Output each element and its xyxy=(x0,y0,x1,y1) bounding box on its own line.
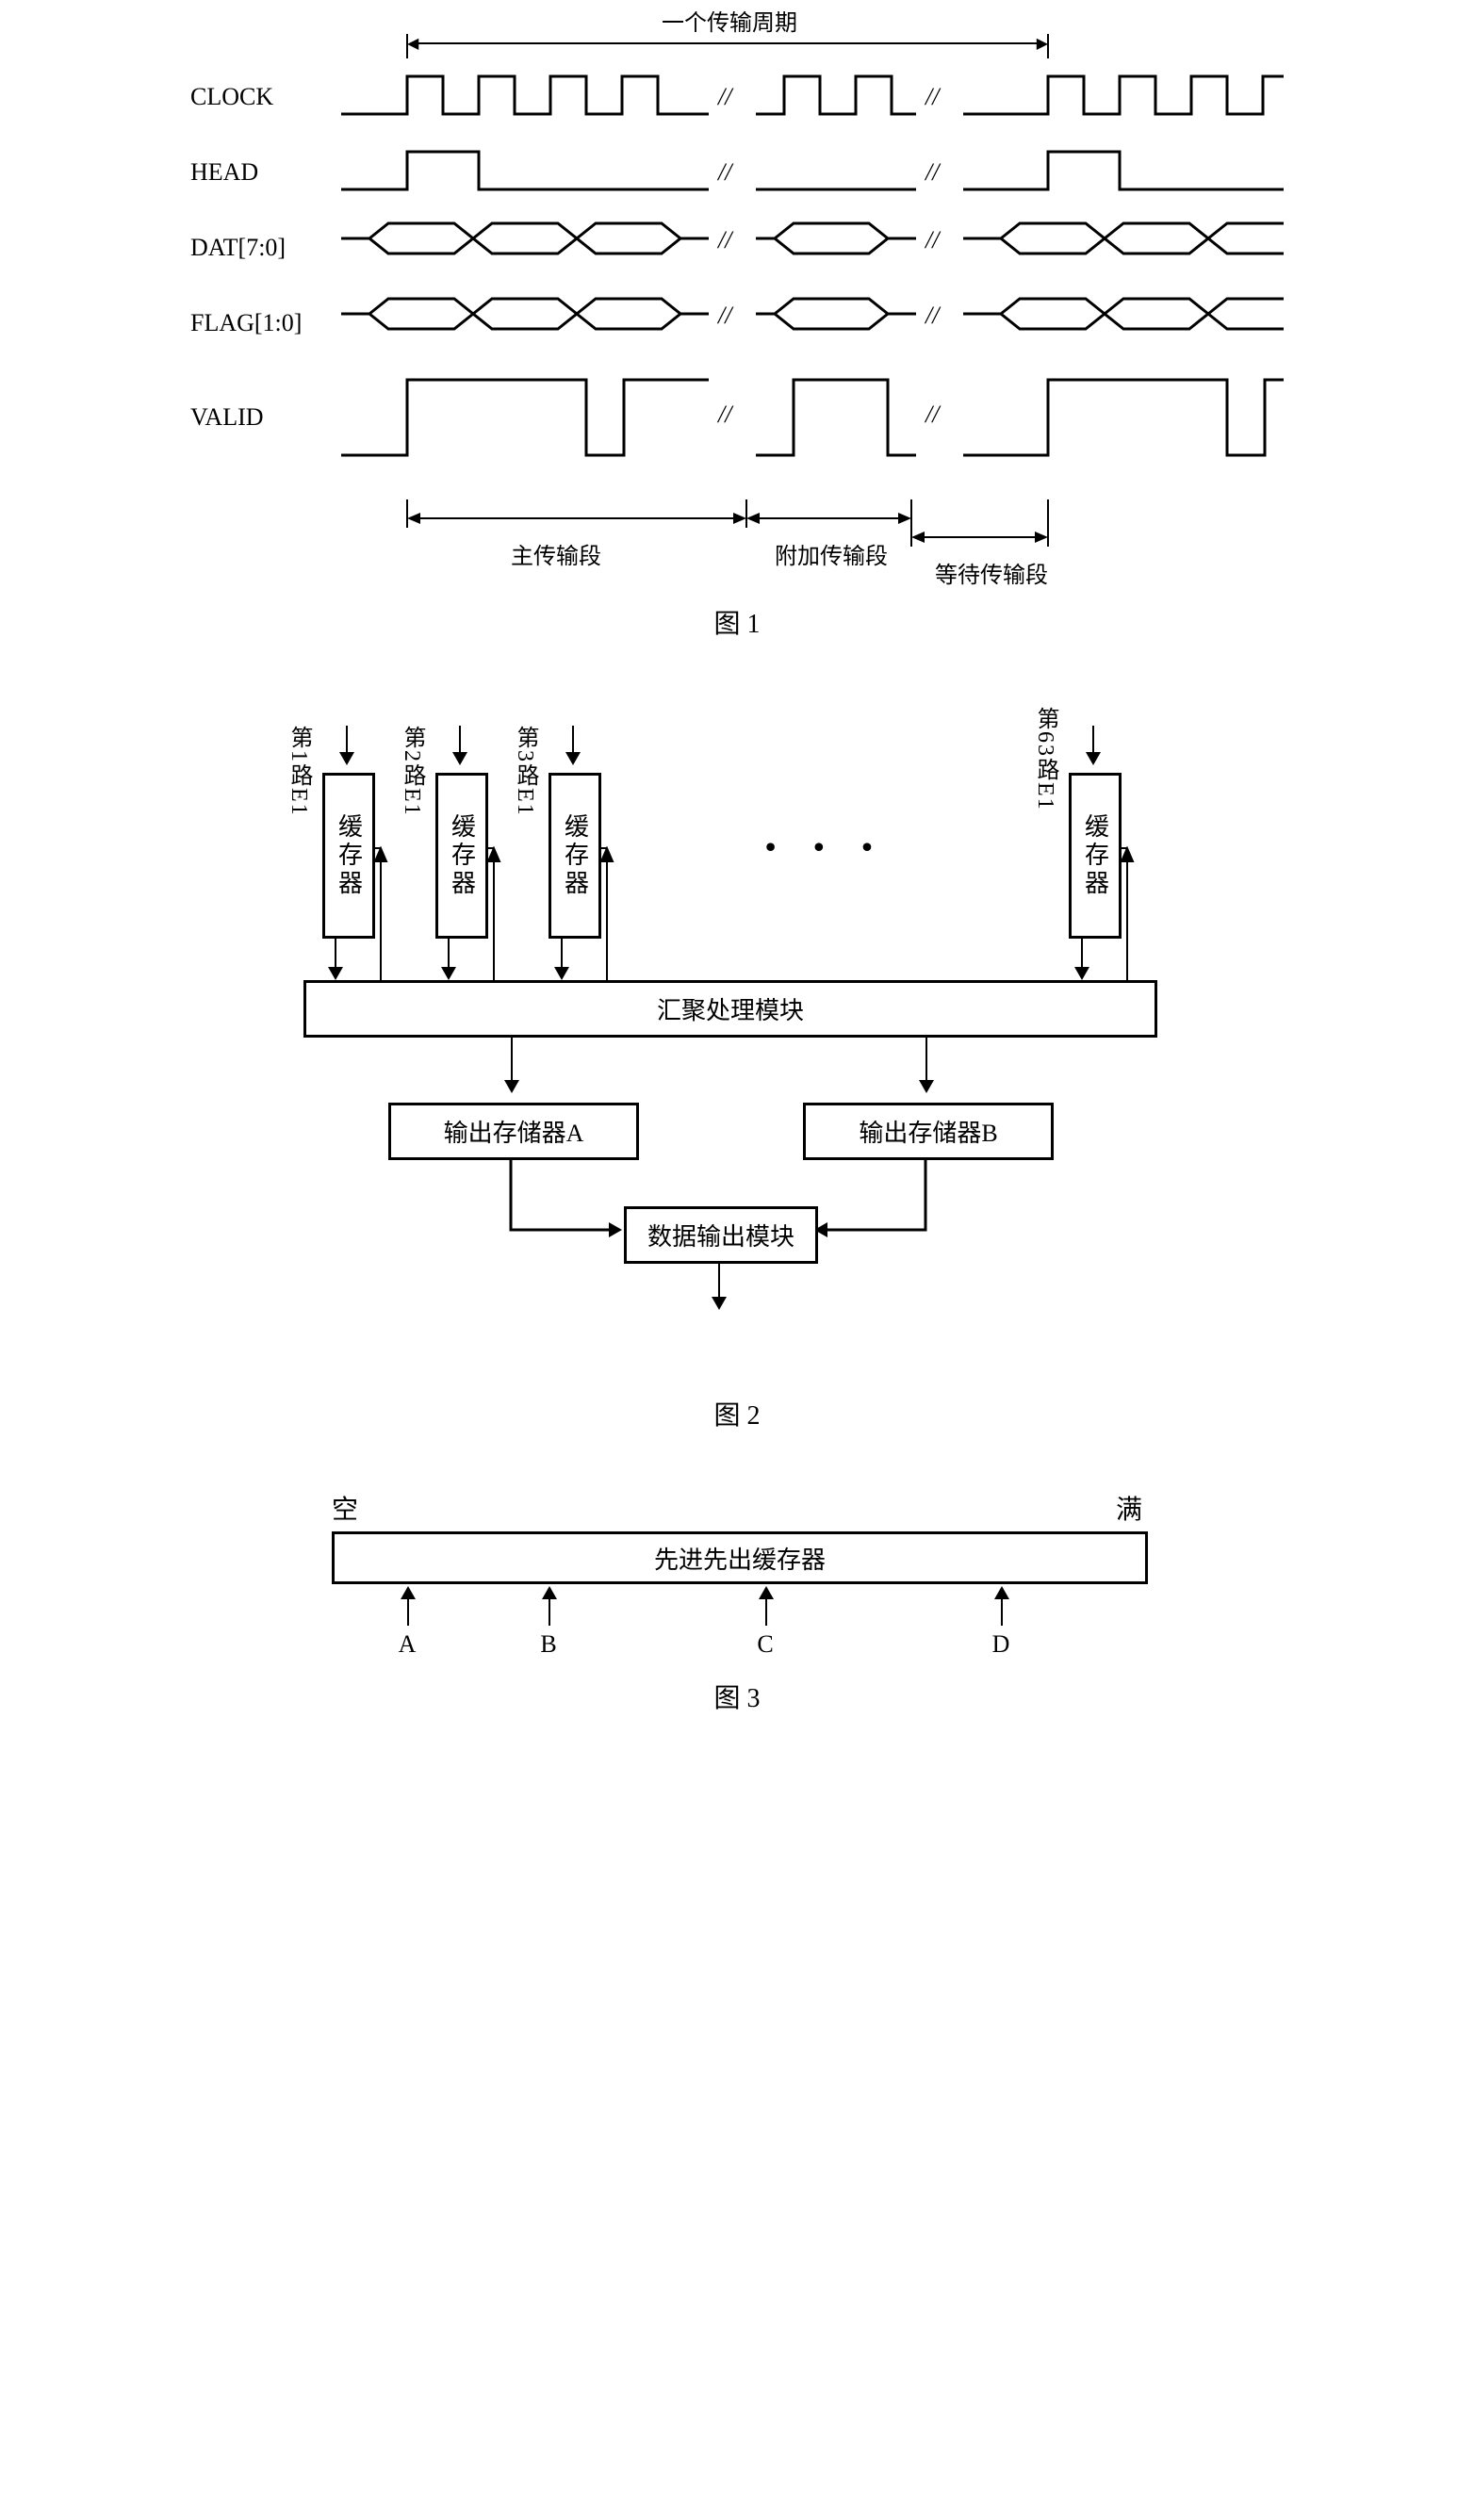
aggregate-box: 汇聚处理模块 xyxy=(303,980,1157,1038)
head-label: HEAD xyxy=(190,158,341,187)
dat-row: DAT[7:0] // // xyxy=(190,215,1284,281)
arrow-left-icon xyxy=(407,34,417,53)
arrow-down-icon xyxy=(1081,936,1083,978)
input-label-3: 第3路E1 xyxy=(509,726,542,817)
svg-text://: // xyxy=(716,401,734,428)
svg-text://: // xyxy=(924,83,942,110)
svg-text://: // xyxy=(924,226,942,254)
flag-label: FLAG[1:0] xyxy=(190,309,341,337)
clock-label: CLOCK xyxy=(190,83,341,111)
svg-text://: // xyxy=(924,302,942,329)
marker-d: D xyxy=(992,1630,1010,1659)
head-svg: // // xyxy=(341,142,1284,194)
arrow-up-icon xyxy=(765,1588,767,1626)
svg-text://: // xyxy=(924,158,942,186)
buffer-box-2: 缓存器 xyxy=(435,773,488,939)
figure-2: 第1路E1 第2路E1 第3路E1 第63路E1 缓存器 缓存器 缓存器 缓存器… xyxy=(19,697,1455,1432)
block-diagram: 第1路E1 第2路E1 第3路E1 第63路E1 缓存器 缓存器 缓存器 缓存器… xyxy=(237,697,1237,1376)
fifo-diagram: 空 满 先进先出缓存器 A B C D xyxy=(303,1489,1171,1659)
fig1-caption: 图 1 xyxy=(713,603,760,641)
valid-svg: // // xyxy=(341,370,1284,465)
svg-text://: // xyxy=(716,302,734,329)
seg2-label: 附加传输段 xyxy=(775,537,888,570)
arrow-down-icon xyxy=(572,726,574,763)
arrow-down-icon xyxy=(335,936,336,978)
arrow-down-icon xyxy=(561,936,563,978)
arrow-line xyxy=(417,42,1038,44)
valid-wave: // // xyxy=(341,370,1284,465)
fifo-box: 先进先出缓存器 xyxy=(332,1531,1148,1584)
dat-wave: // // xyxy=(341,218,1284,279)
svg-text://: // xyxy=(716,226,734,254)
arrow-down-icon xyxy=(1092,726,1094,763)
buffer-box-3: 缓存器 xyxy=(549,773,601,939)
dat-svg: // // xyxy=(341,218,1284,259)
input-label-63: 第63路E1 xyxy=(1029,707,1062,811)
arrow-down-icon xyxy=(925,1035,927,1091)
svg-text://: // xyxy=(924,401,942,428)
buffer-box-1: 缓存器 xyxy=(322,773,375,939)
buffer-box-63: 缓存器 xyxy=(1069,773,1122,939)
marker-c: C xyxy=(757,1630,773,1659)
fig3-caption: 图 3 xyxy=(713,1677,760,1715)
valid-row: VALID // // xyxy=(190,366,1284,469)
tick xyxy=(1047,34,1049,58)
arrow-down-icon xyxy=(346,726,348,763)
data-output-box: 数据输出模块 xyxy=(624,1206,818,1264)
clock-row: CLOCK // // xyxy=(190,64,1284,130)
seg1-label: 主传输段 xyxy=(511,537,601,570)
arrow-down-icon xyxy=(718,1261,720,1308)
output-mem-b-box: 输出存储器B xyxy=(803,1103,1054,1160)
marker-b: B xyxy=(540,1630,556,1659)
input-label-1: 第1路E1 xyxy=(283,726,316,817)
top-arrow-span xyxy=(407,34,1048,53)
flag-wave: // // xyxy=(341,293,1284,354)
seg3-label: 等待传输段 xyxy=(935,556,1048,589)
arrow-down-icon xyxy=(459,726,461,763)
arrow-up-icon xyxy=(407,1588,409,1626)
fig2-caption: 图 2 xyxy=(713,1395,760,1432)
arrow-up-icon xyxy=(1001,1588,1003,1626)
valid-label: VALID xyxy=(190,403,341,432)
marker-a: A xyxy=(399,1630,417,1659)
arrow-down-icon xyxy=(448,936,450,978)
figure-3: 空 满 先进先出缓存器 A B C D 图 3 xyxy=(19,1489,1455,1715)
empty-label: 空 xyxy=(332,1489,358,1527)
ellipsis-dots: • • • xyxy=(765,829,888,864)
head-row: HEAD // // xyxy=(190,139,1284,205)
timing-diagram: 一个传输周期 CLOCK // // HEAD xyxy=(190,38,1284,584)
arrow-down-icon xyxy=(511,1035,513,1091)
full-label: 满 xyxy=(1116,1489,1142,1527)
head-wave: // // xyxy=(341,142,1284,204)
svg-text://: // xyxy=(716,83,734,110)
arrow-up-icon xyxy=(549,1588,550,1626)
input-label-2: 第2路E1 xyxy=(396,726,429,817)
figure-1: 一个传输周期 CLOCK // // HEAD xyxy=(19,38,1455,641)
output-mem-a-box: 输出存储器A xyxy=(388,1103,639,1160)
dat-label: DAT[7:0] xyxy=(190,234,341,262)
flag-svg: // // xyxy=(341,293,1284,335)
clock-svg: // // xyxy=(341,67,1284,119)
flag-row: FLAG[1:0] // // xyxy=(190,290,1284,356)
clock-wave: // // xyxy=(341,67,1284,128)
tick xyxy=(406,34,408,58)
top-span-label: 一个传输周期 xyxy=(662,4,797,37)
svg-text://: // xyxy=(716,158,734,186)
